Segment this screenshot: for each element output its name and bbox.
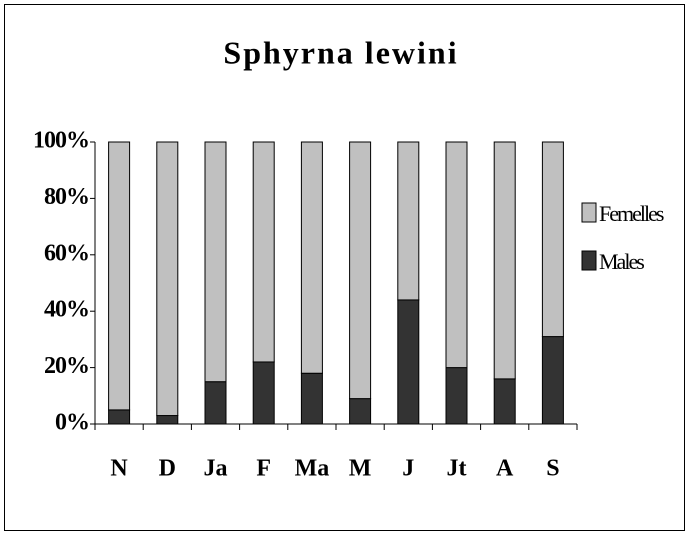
- x-tick-label: J: [402, 456, 414, 482]
- bar-segment: [493, 378, 516, 425]
- x-tick-label: Ja: [204, 456, 228, 482]
- bar-segment: [397, 141, 420, 301]
- bar-segment: [252, 361, 275, 425]
- x-tick-label: M: [349, 456, 372, 482]
- x-tick-label: F: [256, 456, 271, 482]
- bar-segment: [156, 141, 179, 417]
- bar-segment: [397, 299, 420, 425]
- x-tick-label: N: [110, 456, 128, 482]
- bar-segment: [252, 141, 275, 363]
- bar-segment: [349, 141, 372, 400]
- bar-segment: [349, 398, 372, 425]
- legend-swatch: [581, 250, 597, 271]
- bar-segment: [300, 372, 323, 425]
- bar-segment: [541, 336, 564, 425]
- bar-segment: [108, 409, 131, 425]
- bar-segment: [204, 141, 227, 383]
- bar-segment: [300, 141, 323, 374]
- x-tick-label: D: [159, 456, 176, 482]
- bar-segment: [156, 415, 179, 425]
- x-tick-label: Jt: [447, 456, 467, 482]
- y-tick-label: 0%: [55, 410, 89, 436]
- y-tick-label: 80%: [44, 184, 89, 210]
- y-tick-label: 20%: [44, 353, 89, 379]
- legend-swatch: [581, 202, 597, 223]
- bar-segment: [445, 367, 468, 425]
- bar-segment: [108, 141, 131, 411]
- x-tick-label: Ma: [295, 456, 330, 482]
- bar-segment: [204, 381, 227, 425]
- y-tick-label: 40%: [44, 297, 89, 323]
- bar-segment: [493, 141, 516, 380]
- chart-title: Sphyrna lewini: [223, 34, 458, 70]
- legend-label: Males: [599, 249, 644, 274]
- bar-segment: [445, 141, 468, 369]
- x-tick-label: S: [546, 456, 559, 482]
- y-tick-label: 100%: [33, 128, 89, 154]
- bar-segment: [541, 141, 564, 338]
- x-tick-label: A: [496, 456, 514, 482]
- legend-label: Femelles: [599, 201, 664, 226]
- y-tick-label: 60%: [44, 240, 89, 266]
